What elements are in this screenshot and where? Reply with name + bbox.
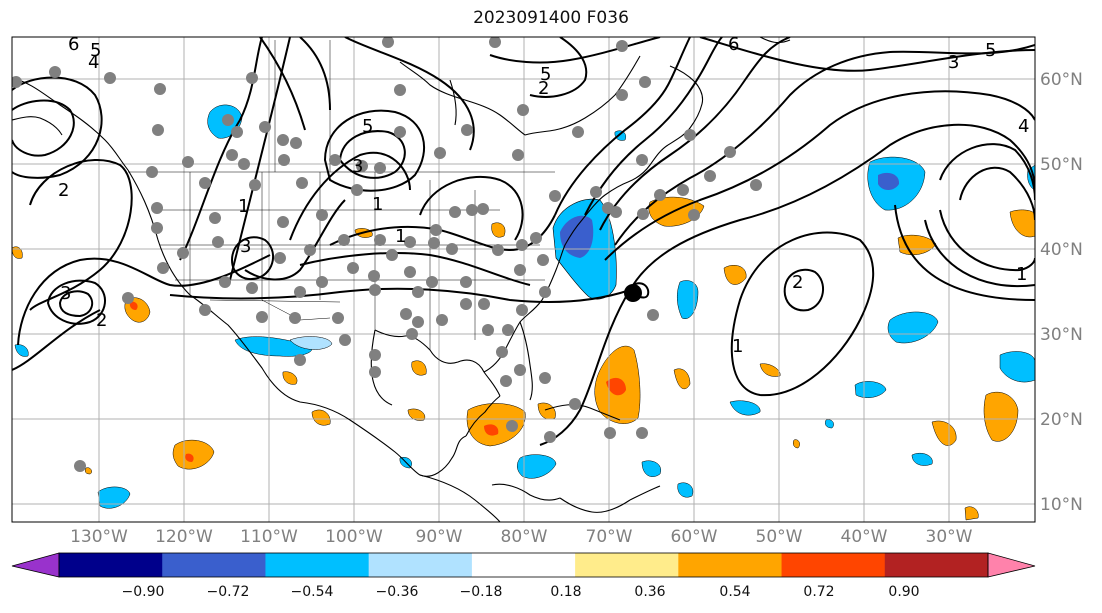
lat-label: 40°N bbox=[1040, 240, 1083, 260]
lon-label: 90°W bbox=[416, 527, 463, 547]
colorbar-segment bbox=[884, 553, 989, 577]
map-title: 2023091400 F036 bbox=[473, 8, 629, 28]
contour-label: 2 bbox=[792, 272, 803, 293]
station-markers bbox=[12, 37, 762, 472]
longitude-labels: 130°W 120°W 110°W 100°W 90°W 80°W 70°W 6… bbox=[70, 527, 973, 547]
colorbar-tick-label: 0.36 bbox=[634, 584, 665, 600]
colorbar-tick-label: 0.90 bbox=[888, 584, 919, 600]
lon-label: 70°W bbox=[586, 527, 633, 547]
colorbar-segment bbox=[781, 553, 886, 577]
lon-label: 130°W bbox=[70, 527, 128, 547]
colorbar-low-extension bbox=[11, 552, 60, 578]
contour-label: 3 bbox=[240, 236, 251, 257]
lon-label: 80°W bbox=[501, 527, 548, 547]
contour-label: 1 bbox=[372, 194, 383, 215]
colorbar-segment bbox=[368, 553, 473, 577]
lat-label: 60°N bbox=[1040, 70, 1083, 90]
contour-label: 1 bbox=[732, 336, 743, 357]
colorbar-segment bbox=[575, 553, 679, 577]
colorbar-outline bbox=[58, 552, 989, 578]
contour-label: 3 bbox=[352, 156, 363, 177]
political-borders bbox=[128, 40, 555, 350]
contour-labels: 6 5 4 3 2 1 1 1 3 3 2 5 5 6 5 3 4 2 1 2 … bbox=[58, 34, 1029, 357]
contour-label: 5 bbox=[90, 40, 101, 61]
contour-label: 1 bbox=[1016, 264, 1027, 285]
lon-label: 100°W bbox=[325, 527, 383, 547]
graticule bbox=[12, 37, 1035, 522]
lon-label: 30°W bbox=[926, 527, 973, 547]
colorbar-tick-label: −0.72 bbox=[207, 584, 250, 600]
colorbar-tick-label: −0.54 bbox=[291, 584, 334, 600]
contour-label: 1 bbox=[395, 226, 406, 247]
latitude-labels: 60°N 50°N 40°N 30°N 20°N 10°N bbox=[1040, 70, 1083, 515]
lat-label: 20°N bbox=[1040, 410, 1083, 430]
lon-label: 60°W bbox=[671, 527, 718, 547]
colorbar-tick-label: 0.72 bbox=[803, 584, 834, 600]
colorbar-segment bbox=[162, 553, 266, 577]
colorbar: −0.90 −0.72 −0.54 −0.36 −0.18 0.18 0.36 … bbox=[11, 552, 1036, 600]
colorbar-tick-label: −0.18 bbox=[460, 584, 503, 600]
contour-label: 5 bbox=[540, 64, 551, 85]
colorbar-segment bbox=[265, 553, 370, 577]
positive-anomaly-shading bbox=[12, 196, 1035, 521]
colorbar-high-extension bbox=[987, 552, 1036, 578]
contour-label: 3 bbox=[948, 52, 959, 73]
lat-label: 10°N bbox=[1040, 495, 1083, 515]
contour-label: 5 bbox=[985, 40, 996, 61]
contour-label: 4 bbox=[1018, 116, 1029, 137]
contour-label: 2 bbox=[538, 78, 549, 99]
contour-label: 6 bbox=[68, 34, 79, 55]
lon-label: 120°W bbox=[155, 527, 213, 547]
colorbar-segment bbox=[678, 553, 783, 577]
lat-label: 50°N bbox=[1040, 155, 1083, 175]
colorbar-tick-label: 0.18 bbox=[550, 584, 581, 600]
map-border bbox=[11, 36, 1036, 523]
contour-label: 6 bbox=[728, 34, 739, 55]
colorbar-segment bbox=[59, 553, 163, 577]
lon-label: 50°W bbox=[756, 527, 803, 547]
contour-label: 2 bbox=[58, 180, 69, 201]
colorbar-tick-label: 0.54 bbox=[719, 584, 750, 600]
lat-label: 30°N bbox=[1040, 325, 1083, 345]
contour-label: 1 bbox=[238, 196, 249, 217]
contour-label: 5 bbox=[362, 116, 373, 137]
lon-label: 40°W bbox=[841, 527, 888, 547]
coastlines bbox=[12, 37, 791, 522]
storm-center-marker bbox=[624, 284, 642, 302]
colorbar-segment bbox=[471, 553, 576, 577]
contour-label: 4 bbox=[88, 52, 99, 73]
colorbar-tick-label: −0.90 bbox=[122, 584, 165, 600]
colorbar-tick-label: −0.36 bbox=[376, 584, 419, 600]
contour-label: 3 bbox=[60, 283, 71, 304]
contour-label: 2 bbox=[96, 310, 107, 331]
lon-label: 110°W bbox=[240, 527, 298, 547]
